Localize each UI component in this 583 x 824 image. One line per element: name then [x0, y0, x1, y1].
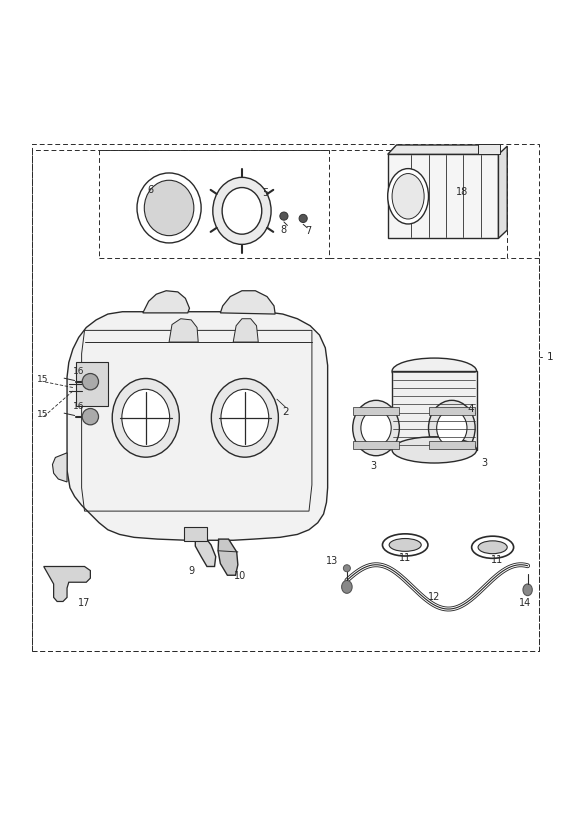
- Polygon shape: [169, 319, 198, 342]
- Ellipse shape: [122, 389, 170, 447]
- Text: 1: 1: [546, 352, 553, 362]
- Circle shape: [82, 409, 99, 425]
- Text: 10: 10: [234, 571, 247, 582]
- Ellipse shape: [389, 539, 421, 551]
- Text: 17: 17: [78, 598, 91, 608]
- Ellipse shape: [137, 173, 201, 243]
- Ellipse shape: [523, 584, 532, 596]
- Text: 15: 15: [37, 376, 48, 385]
- Polygon shape: [143, 291, 189, 313]
- Circle shape: [82, 373, 99, 390]
- Polygon shape: [195, 535, 216, 566]
- Ellipse shape: [478, 541, 507, 554]
- Bar: [184, 527, 207, 541]
- Ellipse shape: [211, 378, 279, 457]
- Ellipse shape: [222, 188, 262, 234]
- Text: 3: 3: [481, 458, 487, 468]
- Polygon shape: [478, 144, 500, 154]
- Text: 16: 16: [73, 401, 85, 410]
- Ellipse shape: [361, 410, 391, 446]
- Ellipse shape: [112, 378, 180, 457]
- Text: 12: 12: [428, 592, 441, 602]
- Polygon shape: [429, 407, 475, 415]
- Text: 11: 11: [490, 555, 503, 565]
- Polygon shape: [233, 319, 258, 342]
- Ellipse shape: [437, 410, 467, 446]
- Text: 3: 3: [370, 461, 376, 471]
- Bar: [76, 363, 108, 406]
- Polygon shape: [388, 145, 498, 154]
- Ellipse shape: [392, 437, 476, 463]
- Bar: [32, 144, 539, 651]
- Ellipse shape: [392, 358, 476, 384]
- Text: 7: 7: [305, 227, 311, 236]
- Ellipse shape: [221, 389, 269, 447]
- Polygon shape: [220, 291, 275, 314]
- Polygon shape: [498, 146, 507, 238]
- Text: 5: 5: [262, 189, 268, 199]
- Polygon shape: [388, 154, 498, 238]
- Ellipse shape: [388, 169, 429, 224]
- Polygon shape: [429, 441, 475, 449]
- Text: 6: 6: [147, 185, 153, 195]
- Text: 8: 8: [280, 225, 286, 235]
- Text: 13: 13: [326, 555, 339, 565]
- Circle shape: [280, 212, 288, 220]
- Bar: [99, 150, 329, 258]
- Ellipse shape: [382, 534, 428, 556]
- Text: 16: 16: [73, 367, 85, 376]
- Ellipse shape: [144, 180, 194, 236]
- Ellipse shape: [342, 580, 352, 593]
- Polygon shape: [218, 539, 238, 575]
- Circle shape: [299, 214, 307, 222]
- Ellipse shape: [472, 536, 514, 559]
- Ellipse shape: [213, 177, 271, 245]
- Polygon shape: [392, 371, 477, 450]
- Text: 4: 4: [468, 404, 475, 414]
- Circle shape: [343, 564, 350, 572]
- Text: 9: 9: [188, 565, 194, 576]
- Polygon shape: [353, 407, 399, 415]
- Text: 11: 11: [399, 553, 412, 563]
- Text: 2: 2: [282, 407, 289, 417]
- Text: 14: 14: [518, 598, 531, 608]
- Ellipse shape: [392, 174, 424, 219]
- Ellipse shape: [429, 400, 475, 456]
- Ellipse shape: [353, 400, 399, 456]
- Polygon shape: [44, 566, 90, 602]
- Text: 15: 15: [37, 410, 48, 419]
- Polygon shape: [67, 311, 328, 541]
- Polygon shape: [52, 453, 67, 482]
- Polygon shape: [353, 441, 399, 449]
- Text: 18: 18: [456, 186, 469, 197]
